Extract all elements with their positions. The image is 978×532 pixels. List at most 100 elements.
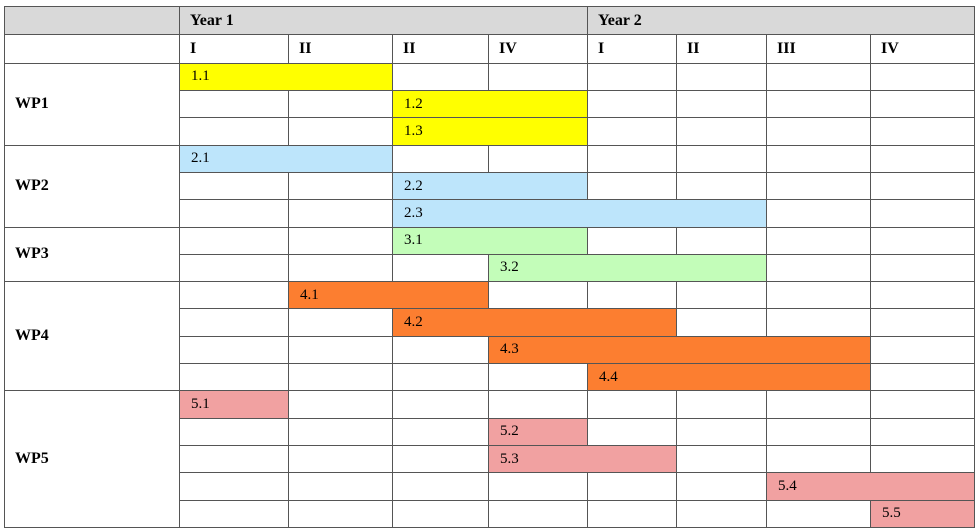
empty-cell	[587, 226, 678, 255]
year-header-row: Year 1 Year 2	[4, 5, 976, 36]
task-bar-5-5: 5.5	[870, 499, 976, 529]
empty-cell	[870, 89, 976, 119]
empty-cell	[766, 390, 872, 419]
empty-cell	[179, 281, 289, 310]
empty-cell	[487, 281, 589, 310]
empty-cell	[288, 472, 393, 501]
empty-cell	[870, 281, 976, 310]
empty-cell	[766, 226, 872, 255]
empty-cell	[676, 417, 768, 447]
quarter-header-8: IV	[870, 34, 976, 64]
task-bar-1-3: 1.3	[391, 117, 589, 146]
empty-cell	[392, 144, 489, 173]
wp-label-wp4: WP4	[4, 281, 180, 392]
empty-cell	[179, 417, 289, 447]
empty-cell	[179, 199, 289, 228]
empty-cell	[587, 89, 678, 119]
empty-cell	[766, 62, 872, 91]
empty-cell	[392, 444, 489, 474]
gantt-body: Year 1 Year 2 I II II IV I II III IV WP1 1.1 1.2 1.3 W…	[4, 5, 976, 529]
empty-cell	[870, 417, 976, 447]
empty-cell	[676, 117, 768, 146]
empty-cell	[870, 390, 976, 419]
empty-cell	[392, 390, 489, 419]
empty-cell	[766, 199, 872, 228]
wp-label-wp5: WP5	[4, 390, 180, 528]
empty-cell	[870, 363, 976, 392]
empty-cell	[288, 308, 393, 337]
task-bar-2-1: 2.1	[179, 144, 393, 173]
quarter-header-3: II	[392, 34, 489, 64]
empty-cell	[587, 390, 678, 419]
empty-cell	[179, 226, 289, 255]
task-row: 5.3	[5, 444, 976, 474]
empty-cell	[676, 472, 768, 501]
empty-cell	[587, 499, 678, 529]
empty-cell	[288, 253, 393, 283]
task-bar-4-2: 4.2	[391, 308, 678, 337]
year-header-2: Year 2	[587, 5, 976, 36]
wp-label-wp3: WP3	[4, 226, 180, 283]
empty-cell	[766, 171, 872, 201]
empty-cell	[676, 499, 768, 529]
empty-cell	[587, 472, 678, 501]
gantt-table: Year 1 Year 2 I II II IV I II III IV WP1 1.1 1.2 1.3 W…	[4, 5, 976, 529]
empty-cell	[676, 171, 768, 201]
empty-cell	[870, 62, 976, 91]
empty-cell	[870, 144, 976, 173]
empty-cell	[288, 89, 393, 119]
empty-cell	[288, 390, 393, 419]
empty-cell	[766, 117, 872, 146]
task-bar-5-1: 5.1	[179, 390, 289, 419]
empty-cell	[392, 363, 489, 392]
empty-cell	[766, 144, 872, 173]
year-header-1: Year 1	[178, 5, 589, 36]
quarter-header-6: II	[676, 34, 768, 64]
empty-cell	[288, 226, 393, 255]
quarter-header-row: I II II IV I II III IV	[4, 34, 976, 64]
empty-cell	[587, 417, 678, 447]
empty-cell	[288, 499, 393, 529]
empty-cell	[676, 308, 768, 337]
empty-cell	[676, 62, 768, 91]
task-row: WP4 4.1	[4, 281, 976, 392]
empty-cell	[587, 171, 678, 201]
task-row: 5.2	[5, 417, 976, 447]
empty-cell	[487, 144, 589, 173]
empty-cell	[392, 417, 489, 447]
empty-cell	[179, 499, 289, 529]
empty-cell	[870, 226, 976, 255]
task-bar-4-1: 4.1	[288, 281, 489, 310]
task-bar-4-3: 4.3	[487, 335, 872, 365]
empty-cell	[288, 363, 393, 392]
empty-cell	[676, 390, 768, 419]
corner-cell-top	[4, 5, 180, 36]
task-row: WP1 1.1	[4, 62, 976, 146]
task-bar-5-4: 5.4	[766, 472, 976, 501]
empty-cell	[288, 117, 393, 146]
empty-cell	[392, 499, 489, 529]
task-bar-1-2: 1.2	[391, 89, 589, 119]
empty-cell	[587, 144, 678, 173]
empty-cell	[587, 281, 678, 310]
empty-cell	[179, 253, 289, 283]
task-bar-1-1: 1.1	[179, 62, 393, 91]
empty-cell	[487, 363, 589, 392]
empty-cell	[179, 335, 289, 365]
task-bar-5-3: 5.3	[487, 444, 678, 474]
task-row: 4.4	[5, 363, 976, 392]
quarter-header-5: I	[587, 34, 678, 64]
empty-cell	[288, 417, 393, 447]
empty-cell	[766, 281, 872, 310]
empty-cell	[179, 308, 289, 337]
quarter-header-7: III	[766, 34, 872, 64]
empty-cell	[392, 472, 489, 501]
corner-cell-bottom	[4, 34, 180, 64]
task-row: 1.3	[5, 117, 976, 146]
empty-cell	[288, 444, 393, 474]
empty-cell	[179, 89, 289, 119]
empty-cell	[179, 171, 289, 201]
empty-cell	[288, 199, 393, 228]
wp-label-wp2: WP2	[4, 144, 180, 228]
empty-cell	[676, 444, 768, 474]
